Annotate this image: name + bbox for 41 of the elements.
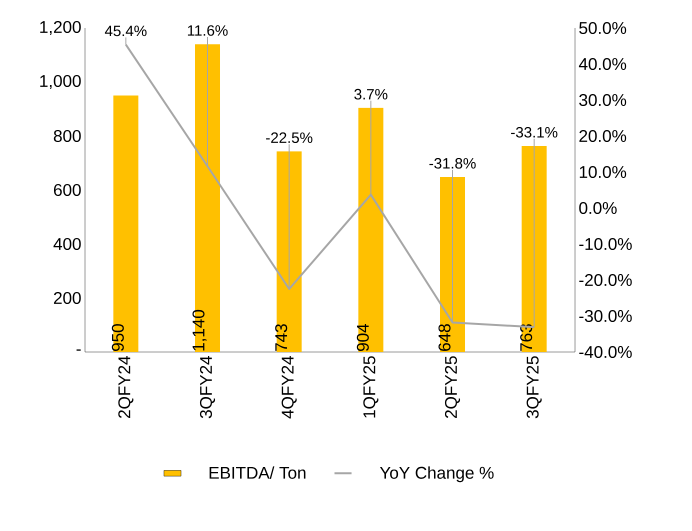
y2-tick-label: 20.0% <box>579 130 626 142</box>
data-label: 743 <box>275 324 288 351</box>
y-tick-label: - <box>76 349 81 351</box>
data-label: 11.6% <box>188 25 228 36</box>
bar <box>113 95 138 352</box>
y2-tick-label: 10.0% <box>580 166 626 178</box>
y-tick-label: 800 <box>54 130 81 142</box>
legend-label: YoY Change % <box>380 466 494 482</box>
y2-tick-label: -20.0% <box>579 274 632 286</box>
y2-tick-label: -10.0% <box>579 238 632 250</box>
bar <box>358 108 384 352</box>
bar <box>276 151 302 352</box>
x-tick-label: 2QFY25 <box>444 356 460 418</box>
data-label: 648 <box>438 324 451 351</box>
data-label: 45.4% <box>104 26 147 36</box>
bar <box>522 146 547 352</box>
data-label: 950 <box>112 324 124 351</box>
data-label: -33.1% <box>511 126 558 138</box>
data-label: 3.7% <box>354 88 388 100</box>
data-label: -31.8% <box>429 158 476 169</box>
x-tick-label: 2QFY24 <box>118 356 134 418</box>
y-tick-label: 1,200 <box>40 20 81 36</box>
data-label: 1,140 <box>192 310 207 350</box>
y-tick-label: 400 <box>54 238 81 250</box>
y2-tick-label: -30.0% <box>579 310 632 322</box>
y2-tick-label: 40.0% <box>578 58 626 70</box>
y-tick-label: 200 <box>54 292 81 304</box>
y-tick-label: 1,000 <box>40 74 81 90</box>
data-label: -22.5% <box>266 132 312 143</box>
y2-tick-label: 30.0% <box>579 94 626 106</box>
x-tick-label: 3QFY25 <box>526 356 542 418</box>
x-tick-label: 3QFY24 <box>200 356 216 418</box>
x-tick-label: 4QFY24 <box>282 356 297 418</box>
y2-tick-label: 50.0% <box>579 22 626 34</box>
data-label: 904 <box>356 324 369 351</box>
y-tick-label: 600 <box>54 184 81 196</box>
bar <box>440 177 466 352</box>
y2-tick-label: 0.0% <box>579 202 617 214</box>
x-tick-label: 1QFY25 <box>363 356 378 418</box>
legend-label: EBITDA/ Ton <box>210 466 306 479</box>
y2-tick-label: -40.0% <box>579 346 632 358</box>
